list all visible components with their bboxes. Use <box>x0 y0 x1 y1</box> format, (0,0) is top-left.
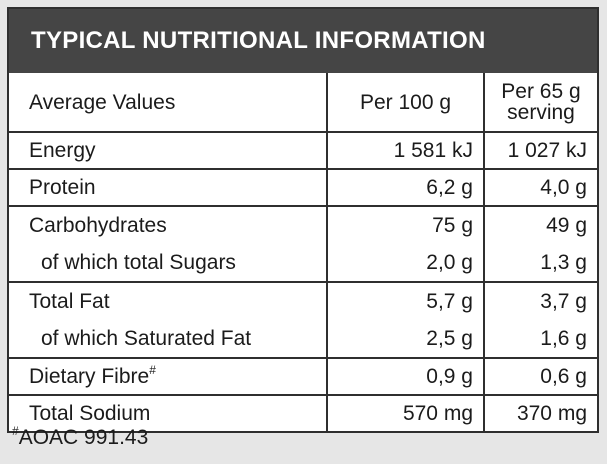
nutrition-panel: TYPICAL NUTRITIONAL INFORMATION Average … <box>7 7 599 433</box>
col-header-per-serving-line1: Per 65 g <box>501 80 581 103</box>
table-row-carbohydrates: Carbohydrates of which total Sugars 75 g… <box>9 205 597 283</box>
row-values-fat-serving: 3,7 g 1,6 g <box>483 281 597 359</box>
row-value-carbs-per100: 75 g <box>432 214 473 237</box>
row-label-carbohydrates-main: Carbohydrates <box>29 214 167 237</box>
row-value-fibre-per100: 0,9 g <box>326 357 485 396</box>
row-label-sugars: of which total Sugars <box>41 251 236 274</box>
row-value-sugars-per100: 2,0 g <box>426 251 473 274</box>
row-label-fibre-text: Dietary Fibre <box>29 365 150 388</box>
table-row-energy: Energy 1 581 kJ 1 027 kJ <box>9 131 597 170</box>
row-value-energy-serving: 1 027 kJ <box>483 131 597 170</box>
nutrition-table: Average Values Per 100 g Per 65 g servin… <box>9 73 597 431</box>
row-label-fibre: Dietary Fibre# <box>9 357 328 396</box>
row-label-total-fat: Total Fat of which Saturated Fat <box>9 281 328 359</box>
row-value-sugars-serving: 1,3 g <box>540 251 587 274</box>
row-value-satfat-serving: 1,6 g <box>540 327 587 350</box>
table-row-protein: Protein 6,2 g 4,0 g <box>9 168 597 207</box>
row-value-sodium-serving: 370 mg <box>483 394 597 431</box>
row-value-protein-per100: 6,2 g <box>326 168 485 207</box>
row-value-fibre-serving: 0,6 g <box>483 357 597 396</box>
col-header-per-serving: Per 65 g serving <box>483 73 597 133</box>
col-header-average-values: Average Values <box>9 73 328 133</box>
table-row-sodium: Total Sodium 570 mg 370 mg <box>9 394 597 431</box>
panel-title: TYPICAL NUTRITIONAL INFORMATION <box>9 9 597 73</box>
row-label-energy: Energy <box>9 131 328 170</box>
row-label-protein: Protein <box>9 168 328 207</box>
row-value-energy-per100: 1 581 kJ <box>326 131 485 170</box>
row-value-protein-serving: 4,0 g <box>483 168 597 207</box>
table-header-row: Average Values Per 100 g Per 65 g servin… <box>9 73 597 133</box>
row-value-sodium-per100: 570 mg <box>326 394 485 431</box>
footnote-marker: # <box>149 363 156 377</box>
row-label-total-fat-main: Total Fat <box>29 290 110 313</box>
row-label-sodium: Total Sodium <box>9 394 328 431</box>
row-value-fat-per100: 5,7 g <box>426 290 473 313</box>
footnote: #AOAC 991.43 <box>12 424 149 450</box>
footnote-text: AOAC 991.43 <box>18 426 149 449</box>
table-row-fibre: Dietary Fibre# 0,9 g 0,6 g <box>9 357 597 396</box>
row-value-satfat-per100: 2,5 g <box>426 327 473 350</box>
row-value-fat-serving: 3,7 g <box>540 290 587 313</box>
col-header-per-serving-line2: serving <box>507 101 575 124</box>
row-values-carbs-per100: 75 g 2,0 g <box>326 205 485 283</box>
table-row-total-fat: Total Fat of which Saturated Fat 5,7 g 2… <box>9 281 597 359</box>
row-value-carbs-serving: 49 g <box>546 214 587 237</box>
col-header-per-100g: Per 100 g <box>326 73 485 133</box>
row-label-carbohydrates: Carbohydrates of which total Sugars <box>9 205 328 283</box>
row-values-carbs-serving: 49 g 1,3 g <box>483 205 597 283</box>
row-values-fat-per100: 5,7 g 2,5 g <box>326 281 485 359</box>
row-label-saturated-fat: of which Saturated Fat <box>41 327 252 350</box>
footnote-mark: # <box>12 424 19 438</box>
